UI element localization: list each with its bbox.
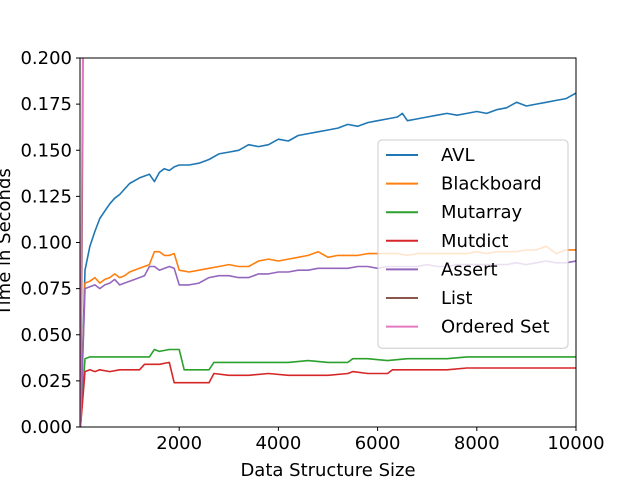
legend: AVL Blackboard Mutarray Mutdict Assert List Or… (377, 139, 569, 349)
x-tick-label: 4000 (255, 433, 301, 454)
y-tick-label: 0.050 (20, 325, 72, 346)
y-tick-label: 0.100 (20, 233, 72, 254)
y-axis-ticks: 0.000 0.025 0.050 0.075 0.100 0.125 0.150 0.175… (20, 48, 80, 438)
x-axis-ticks: 2000 4000 6000 8000 10000 (156, 427, 605, 454)
x-tick-label: 8000 (454, 433, 500, 454)
series-line-mutarray (80, 348, 576, 427)
legend-label-blackboard: Blackboard (441, 174, 542, 195)
series-line-avl (80, 92, 576, 427)
series-line-ordered-set (80, 58, 84, 427)
x-tick-label: 6000 (355, 433, 401, 454)
x-tick-label: 10000 (547, 433, 604, 454)
series-line-mutdict (80, 361, 576, 427)
y-tick-label: 0.175 (20, 94, 72, 115)
legend-label-ordered-set: Ordered Set (441, 317, 550, 338)
legend-label-assert: Assert (441, 259, 498, 280)
legend-box (377, 139, 569, 349)
legend-label-list: List (441, 288, 472, 309)
x-axis-label: Data Structure Size (240, 460, 415, 480)
y-tick-label: 0.000 (20, 417, 72, 438)
y-axis-label: Time in Seconds (0, 168, 15, 317)
legend-label-mutarray: Mutarray (441, 202, 523, 223)
legend-label-mutdict: Mutdict (441, 231, 508, 252)
y-tick-label: 0.150 (20, 140, 72, 161)
y-tick-label: 0.200 (20, 48, 72, 69)
legend-label-avl: AVL (441, 145, 475, 166)
series-layer (80, 58, 576, 427)
x-tick-label: 2000 (156, 433, 202, 454)
y-tick-label: 0.075 (20, 279, 72, 300)
y-tick-label: 0.025 (20, 371, 72, 392)
y-tick-label: 0.125 (20, 186, 72, 207)
